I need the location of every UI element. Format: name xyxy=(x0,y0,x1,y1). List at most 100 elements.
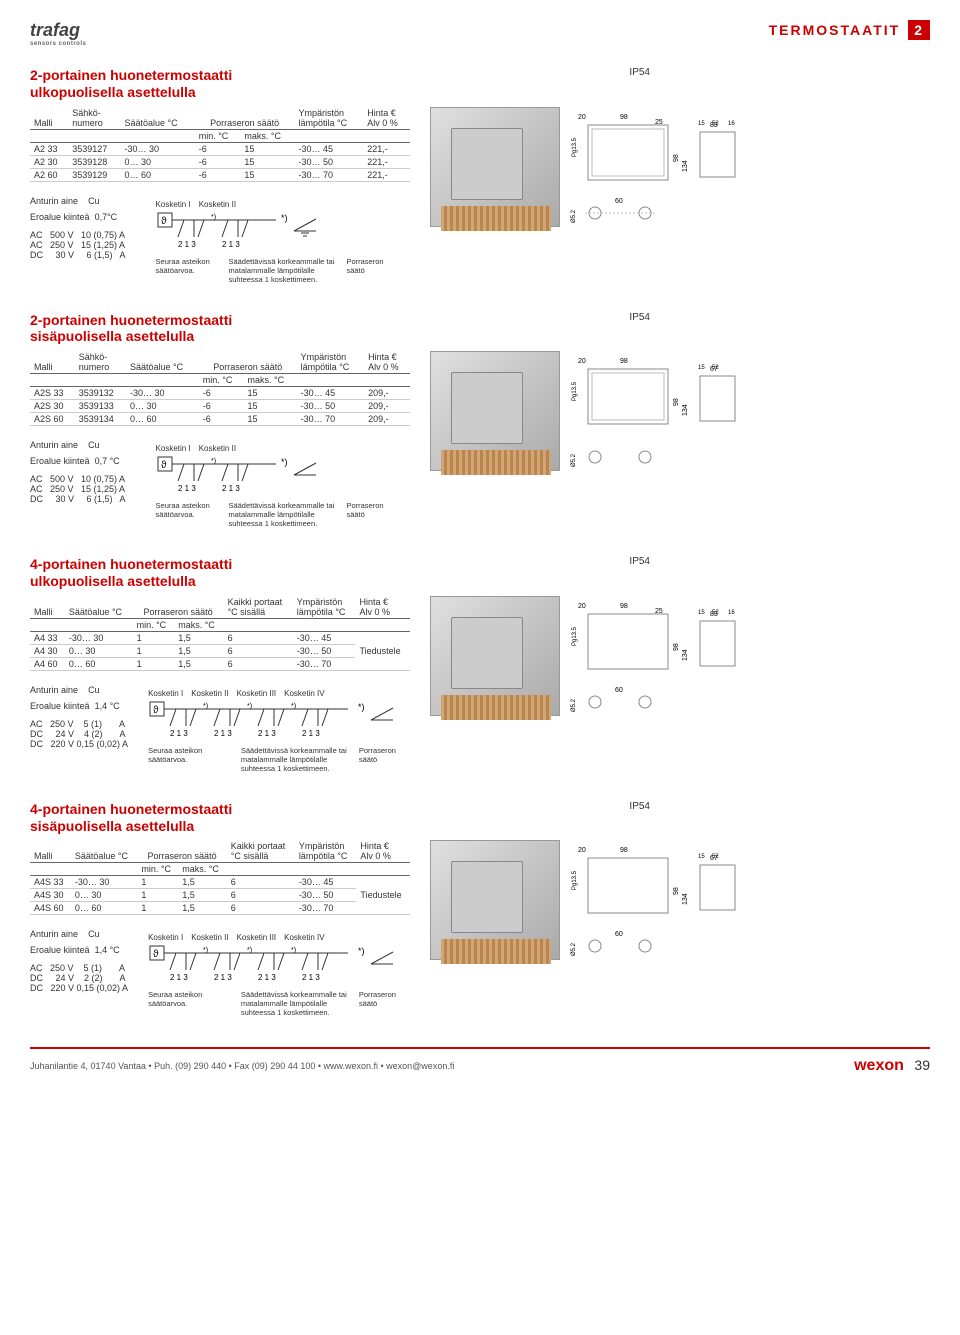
svg-text:Pg13.5: Pg13.5 xyxy=(572,626,578,646)
screw-drawing-icon: 60 Ø5.2 xyxy=(570,682,690,722)
col-porraseron: Porraseron säätö xyxy=(195,107,295,130)
section-4-title: 4-portainen huonetermostaatti sisäpuolis… xyxy=(30,801,930,835)
svg-text:2 1 3: 2 1 3 xyxy=(222,240,240,249)
dimension-drawings: 98 20 25 98 134 Pg13.5 83 15 52 16 xyxy=(570,107,740,284)
section-2-title: 2-portainen huonetermostaatti sisäpuolis… xyxy=(30,312,930,346)
ip-rating: IP54 xyxy=(629,312,650,323)
section-1-title: 2-portainen huonetermostaatti ulkopuolis… xyxy=(30,67,930,101)
table-row: A4 300… 3011,56-30… 50 xyxy=(30,644,410,657)
table-row: A2S 6035391340… 60-615-30… 70209,- xyxy=(30,413,410,426)
col-alue: Säätöalue °C xyxy=(121,107,195,130)
page-header: trafag sensors controls TERMOSTAATIT 2 xyxy=(30,20,930,47)
svg-text:98: 98 xyxy=(673,887,680,895)
svg-text:52: 52 xyxy=(712,854,719,860)
svg-text:Pg13.5: Pg13.5 xyxy=(572,137,578,157)
page-footer: Juhanilantie 4, 01740 Vantaa • Puh. (09)… xyxy=(30,1047,930,1075)
table-row: A2 6035391290… 60-615-30… 70221,- xyxy=(30,168,410,181)
section-3-table: Malli Säätöalue °C Porraseron säätö Kaik… xyxy=(30,596,410,671)
section-1-table: Malli Sähkö-numero Säätöalue °C Porraser… xyxy=(30,107,410,182)
front-drawing-icon: 98 20 98 134 Pg13.5 67 15 52 xyxy=(570,351,740,431)
svg-text:*): *) xyxy=(203,703,208,710)
section-3: 4-portainen huonetermostaatti ulkopuolis… xyxy=(30,556,930,773)
svg-text:98: 98 xyxy=(673,154,680,162)
svg-text:2 1 3: 2 1 3 xyxy=(258,729,276,738)
switch-diagram-2: Kosketin I Kosketin II ϑ 2 1 3 *) 2 1 xyxy=(156,200,386,284)
svg-text:60: 60 xyxy=(615,687,623,694)
svg-text:*): *) xyxy=(281,213,288,223)
section-3-title: 4-portainen huonetermostaatti ulkopuolis… xyxy=(30,556,930,590)
front-drawing-icon: 98 20 25 98 134 Pg13.5 83 15 52 16 xyxy=(570,596,740,676)
category-label: TERMOSTAATIT 2 xyxy=(769,20,930,40)
table-row: A4 600… 6011,56-30… 70 xyxy=(30,657,410,670)
svg-text:Pg13.5: Pg13.5 xyxy=(572,871,578,891)
page-number: 39 xyxy=(914,1057,930,1073)
ip-rating: IP54 xyxy=(629,801,650,812)
electrical-specs: AC 500 V 10 (0,75) A AC 250 V 15 (1,25) … xyxy=(30,474,126,504)
svg-text:134: 134 xyxy=(682,649,689,661)
col-malli: Malli xyxy=(30,107,68,130)
section-1-title-line2: ulkopuolisella asettelulla xyxy=(30,84,196,100)
svg-text:2 1 3: 2 1 3 xyxy=(222,484,240,493)
col-ymp: Ympäristönlämpötila °C xyxy=(294,107,363,130)
svg-text:*): *) xyxy=(281,457,288,467)
svg-text:*): *) xyxy=(291,947,296,954)
svg-text:2 1 3: 2 1 3 xyxy=(302,729,320,738)
svg-text:ϑ: ϑ xyxy=(161,216,167,227)
brand-tagline: sensors controls xyxy=(30,41,86,47)
svg-text:2 1 3: 2 1 3 xyxy=(214,729,232,738)
product-photo xyxy=(430,351,560,471)
switch-diagram-2: Kosketin IKosketin II ϑ 2 1 3 *) 2 1 3 *… xyxy=(156,444,386,528)
footer-company: wexon xyxy=(854,1057,904,1074)
svg-text:98: 98 xyxy=(620,358,628,365)
section-2-title-line2: sisäpuolisella asettelulla xyxy=(30,328,194,344)
col-sahko: Sähkö-numero xyxy=(68,107,120,130)
svg-text:2 1 3: 2 1 3 xyxy=(178,484,196,493)
section-1-table-block: Malli Sähkö-numero Säätöalue °C Porraser… xyxy=(30,107,410,284)
svg-text:Pg13.5: Pg13.5 xyxy=(572,382,578,402)
col-hinta: Hinta €Alv 0 % xyxy=(363,107,410,130)
svg-text:*): *) xyxy=(211,458,216,465)
col-maks: maks. °C xyxy=(240,129,294,142)
switch-2-icon: ϑ 2 1 3 *) 2 1 3 *) xyxy=(156,455,326,495)
electrical-specs: AC 250 V 5 (1) A DC 24 V 2 (2) A DC 220 … xyxy=(30,963,128,993)
product-photo xyxy=(430,107,560,227)
svg-text:*): *) xyxy=(247,703,252,710)
svg-text:2 1 3: 2 1 3 xyxy=(214,973,232,982)
svg-text:52: 52 xyxy=(712,610,719,616)
svg-text:134: 134 xyxy=(682,894,689,906)
svg-text:*): *) xyxy=(211,214,216,221)
section-2-table: Malli Sähkö-numero Säätöalue °C Porraser… xyxy=(30,351,410,426)
front-drawing-icon: 98 20 98 134 Pg13.5 67 15 52 xyxy=(570,840,740,920)
svg-text:*): *) xyxy=(358,702,365,712)
section-2-title-line1: 2-portainen huonetermostaatti xyxy=(30,312,232,328)
price-tiedustele: Tiedustele xyxy=(355,631,410,670)
screw-drawing-icon: Ø5.2 xyxy=(570,437,690,477)
section-1-title-line1: 2-portainen huonetermostaatti xyxy=(30,67,232,83)
product-photo xyxy=(430,840,560,960)
svg-text:2 1 3: 2 1 3 xyxy=(302,973,320,982)
table-row: A2S 3035391330… 30-615-30… 50209,- xyxy=(30,400,410,413)
table-row: A2 3035391280… 30-615-30… 50221,- xyxy=(30,155,410,168)
svg-text:60: 60 xyxy=(615,931,623,938)
caption-saadettavissa: Säädettävissä korkeammalle tai matalamma… xyxy=(228,257,338,284)
svg-text:134: 134 xyxy=(682,404,689,416)
svg-text:2 1 3: 2 1 3 xyxy=(258,973,276,982)
section-4-table: Malli Säätöalue °C Porraseron säätö Kaik… xyxy=(30,840,410,915)
kosketin-2-label: Kosketin II xyxy=(199,200,236,209)
table-row: A4S 600… 6011,56-30… 70 xyxy=(30,902,410,915)
price-tiedustele: Tiedustele xyxy=(356,876,410,915)
switch-diagram-4: Kosketin IKosketin IIKosketin IIIKosketi… xyxy=(148,689,410,773)
section-2: 2-portainen huonetermostaatti sisäpuolis… xyxy=(30,312,930,529)
category-number: 2 xyxy=(908,20,930,40)
svg-text:20: 20 xyxy=(578,847,586,854)
svg-text:Ø5.2: Ø5.2 xyxy=(571,698,577,712)
anturin-info: Anturin aine Cu xyxy=(30,196,126,206)
brand-logo: trafag sensors controls xyxy=(30,20,86,47)
svg-text:*): *) xyxy=(291,703,296,710)
svg-text:98: 98 xyxy=(620,847,628,854)
switch-4-icon: ϑ 2 1 3 *) 2 1 3 *) 2 1 3 *) 2 1 3 *) xyxy=(148,700,408,740)
footer-contact: Juhanilantie 4, 01740 Vantaa • Puh. (09)… xyxy=(30,1061,454,1071)
screw-drawing-icon: 60 Ø5.2 xyxy=(570,926,690,966)
svg-text:98: 98 xyxy=(673,398,680,406)
table-row: A4S 300… 3011,56-30… 50 xyxy=(30,889,410,902)
